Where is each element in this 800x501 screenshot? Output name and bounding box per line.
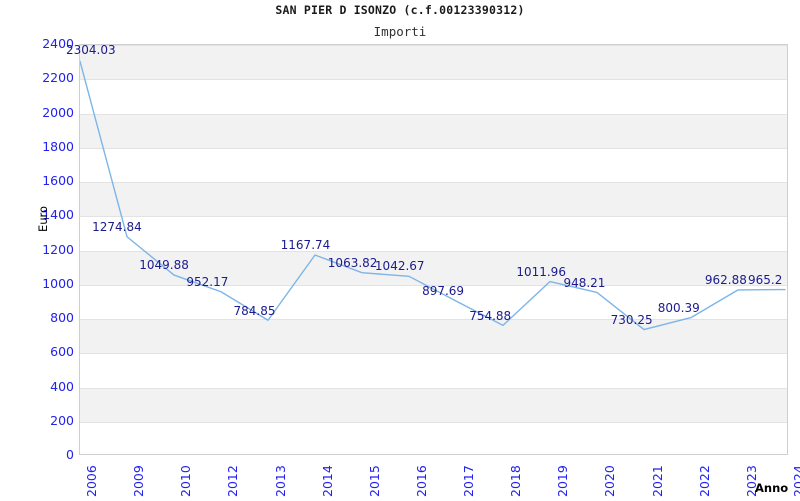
gridline [80,319,787,320]
x-tick-label: 2010 [178,465,194,497]
x-tick-label: 2024 [791,465,800,497]
x-tick-label: 2013 [272,465,288,497]
y-tick-label: 1000 [42,275,74,291]
y-tick-label: 400 [50,378,74,394]
background-band [80,319,787,354]
x-tick-label: 2015 [366,465,382,497]
y-tick-label: 600 [50,344,74,360]
x-tick-label: 2018 [508,465,524,497]
gridline [80,353,787,354]
y-tick-label: 1400 [42,207,74,223]
gridline [80,114,787,115]
y-axis-label: Euro [36,205,50,232]
gridline [80,182,787,183]
y-tick-label: 1600 [42,173,74,188]
y-tick-label: 200 [50,412,74,428]
gridline [80,388,787,389]
y-tick-label: 1200 [42,241,74,257]
x-tick-label: 2014 [319,465,335,497]
background-band [80,182,787,217]
gridline [80,251,787,252]
gridline [80,79,787,80]
y-tick-label: 1800 [42,138,74,154]
x-axis-tick-labels: 2006 2009 2010 2012 2013 2014 2015 2016 2017 2018… [79,461,800,501]
series-line [80,60,786,331]
x-tick-label: 2021 [649,465,665,497]
x-tick-label: 2020 [602,465,618,497]
y-tick-label: 800 [50,310,74,325]
chart-subtitle: Importi [373,24,427,39]
series-polyline [80,60,786,331]
x-tick-label: 2012 [225,465,241,497]
x-tick-label: 2017 [461,465,477,497]
gridline [80,148,787,149]
y-tick-label: 2000 [42,104,74,120]
gridline [80,285,787,286]
x-tick-label: 2016 [413,465,429,497]
y-tick-label: 2200 [42,70,74,86]
gridline [80,45,787,46]
gridline [80,422,787,423]
x-tick-label: 2022 [696,465,712,497]
background-band [80,387,787,422]
x-tick-label: 2009 [131,465,147,497]
x-tick-label: 2019 [555,465,571,497]
gridline [80,216,787,217]
chart-title: SAN PIER D ISONZO (c.f.00123390312) [275,3,525,17]
y-tick-label: 0 [66,447,74,462]
plot-area [79,44,788,455]
background-band [80,250,787,285]
background-band [80,45,787,80]
y-tick-label: 2400 [42,36,74,51]
y-axis-tick-labels: 0 200 400 600 800 1000 1200 1400 1600 1800 2000 220… [0,36,74,462]
x-tick-label: 2006 [84,465,99,497]
background-band [80,113,787,148]
x-axis-label: Anno [755,481,789,495]
